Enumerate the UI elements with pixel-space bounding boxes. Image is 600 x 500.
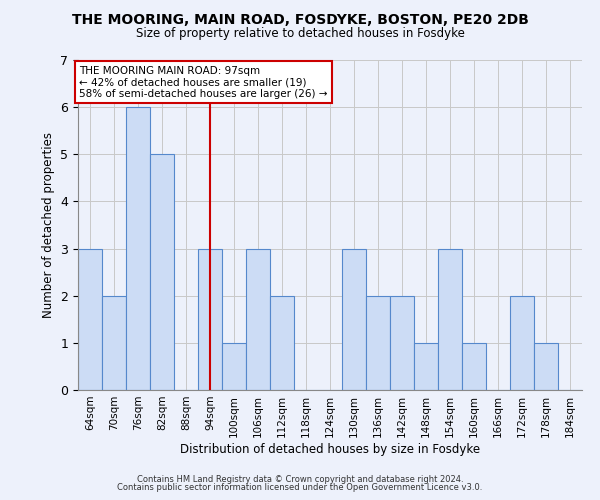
Bar bbox=[534, 343, 558, 390]
Y-axis label: Number of detached properties: Number of detached properties bbox=[42, 132, 55, 318]
Bar bbox=[78, 248, 102, 390]
Bar bbox=[198, 248, 222, 390]
Bar bbox=[126, 107, 150, 390]
Bar bbox=[366, 296, 390, 390]
Text: THE MOORING MAIN ROAD: 97sqm
← 42% of detached houses are smaller (19)
58% of se: THE MOORING MAIN ROAD: 97sqm ← 42% of de… bbox=[79, 66, 328, 99]
X-axis label: Distribution of detached houses by size in Fosdyke: Distribution of detached houses by size … bbox=[180, 442, 480, 456]
Bar bbox=[102, 296, 126, 390]
Bar bbox=[246, 248, 270, 390]
Bar bbox=[222, 343, 246, 390]
Text: Size of property relative to detached houses in Fosdyke: Size of property relative to detached ho… bbox=[136, 28, 464, 40]
Bar bbox=[414, 343, 438, 390]
Bar bbox=[150, 154, 174, 390]
Bar bbox=[390, 296, 414, 390]
Text: Contains public sector information licensed under the Open Government Licence v3: Contains public sector information licen… bbox=[118, 484, 482, 492]
Text: THE MOORING, MAIN ROAD, FOSDYKE, BOSTON, PE20 2DB: THE MOORING, MAIN ROAD, FOSDYKE, BOSTON,… bbox=[71, 12, 529, 26]
Text: Contains HM Land Registry data © Crown copyright and database right 2024.: Contains HM Land Registry data © Crown c… bbox=[137, 475, 463, 484]
Bar bbox=[270, 296, 294, 390]
Bar bbox=[342, 248, 366, 390]
Bar bbox=[462, 343, 486, 390]
Bar bbox=[438, 248, 462, 390]
Bar bbox=[510, 296, 534, 390]
